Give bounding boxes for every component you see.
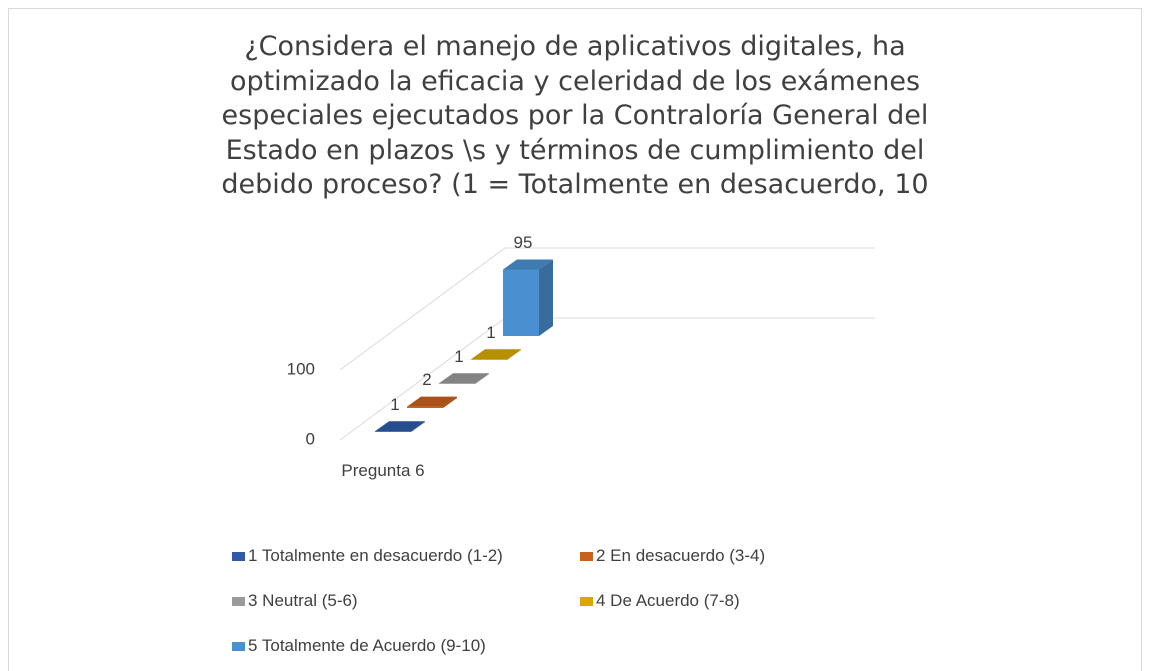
bar-front xyxy=(407,406,443,408)
legend-swatch xyxy=(580,551,593,561)
bar xyxy=(375,421,425,432)
y-tick-label: 100 xyxy=(287,359,315,378)
bar-front xyxy=(439,383,475,384)
chart-title: ¿Considera el manejo de aplicativos digi… xyxy=(0,30,1150,203)
bar-top xyxy=(471,349,521,360)
chart-frame xyxy=(8,8,1142,671)
title-line: optimizado la eficacia y celeridad de lo… xyxy=(229,65,921,97)
bar-top xyxy=(439,373,489,384)
legend-item: 2 En desacuerdo (3-4) xyxy=(580,543,880,569)
legend-item: 4 De Acuerdo (7-8) xyxy=(580,588,880,614)
title-line: Estado en plazos \s y términos de cumpli… xyxy=(225,134,925,166)
y-tick-label: 0 xyxy=(306,429,315,448)
title-line: ¿Considera el manejo de aplicativos digi… xyxy=(244,31,906,62)
legend-swatch xyxy=(232,551,245,561)
bar-top xyxy=(503,259,553,270)
legend-label: 1 Totalmente en desacuerdo (1-2) xyxy=(248,546,503,565)
data-label: 1 xyxy=(454,347,463,366)
bar-side xyxy=(507,349,521,360)
title-line: especiales ejecutados por la Contraloría… xyxy=(221,100,929,131)
data-label: 1 xyxy=(390,395,399,414)
title-line: debido proceso? (1 = Totalmente en desac… xyxy=(221,169,929,200)
data-label: 95 xyxy=(514,233,533,252)
bar-side xyxy=(475,373,489,384)
bar xyxy=(439,373,489,384)
bar xyxy=(407,396,457,408)
bar-top xyxy=(407,396,457,407)
data-label: 2 xyxy=(422,370,431,389)
grid-line xyxy=(339,247,875,371)
legend-item: 1 Totalmente en desacuerdo (1-2) xyxy=(232,543,580,569)
legend-label: 3 Neutral (5-6) xyxy=(248,591,358,610)
legend-item: 3 Neutral (5-6) xyxy=(232,588,580,614)
bar-side xyxy=(443,396,457,408)
legend-label: 4 De Acuerdo (7-8) xyxy=(596,591,740,610)
bar-side xyxy=(411,421,425,432)
x-tick-label: Pregunta 6 xyxy=(341,461,425,480)
bar-front xyxy=(503,269,539,336)
data-label: 1 xyxy=(486,323,495,342)
legend-swatch xyxy=(232,641,245,651)
legend-swatch xyxy=(232,596,245,606)
bar-front xyxy=(375,431,411,432)
bar-front xyxy=(471,359,507,360)
legend-label: 2 En desacuerdo (3-4) xyxy=(596,546,766,565)
bar-side xyxy=(539,259,553,336)
legend-label: 5 Totalmente de Acuerdo (9-10) xyxy=(248,636,486,655)
bar xyxy=(503,259,553,336)
bar-top xyxy=(375,421,425,432)
legend-swatch xyxy=(580,596,593,606)
legend-item: 5 Totalmente de Acuerdo (9-10) xyxy=(232,633,580,659)
bar xyxy=(471,349,521,360)
legend: 1 Totalmente en desacuerdo (1-2) 2 En des… xyxy=(232,543,880,659)
